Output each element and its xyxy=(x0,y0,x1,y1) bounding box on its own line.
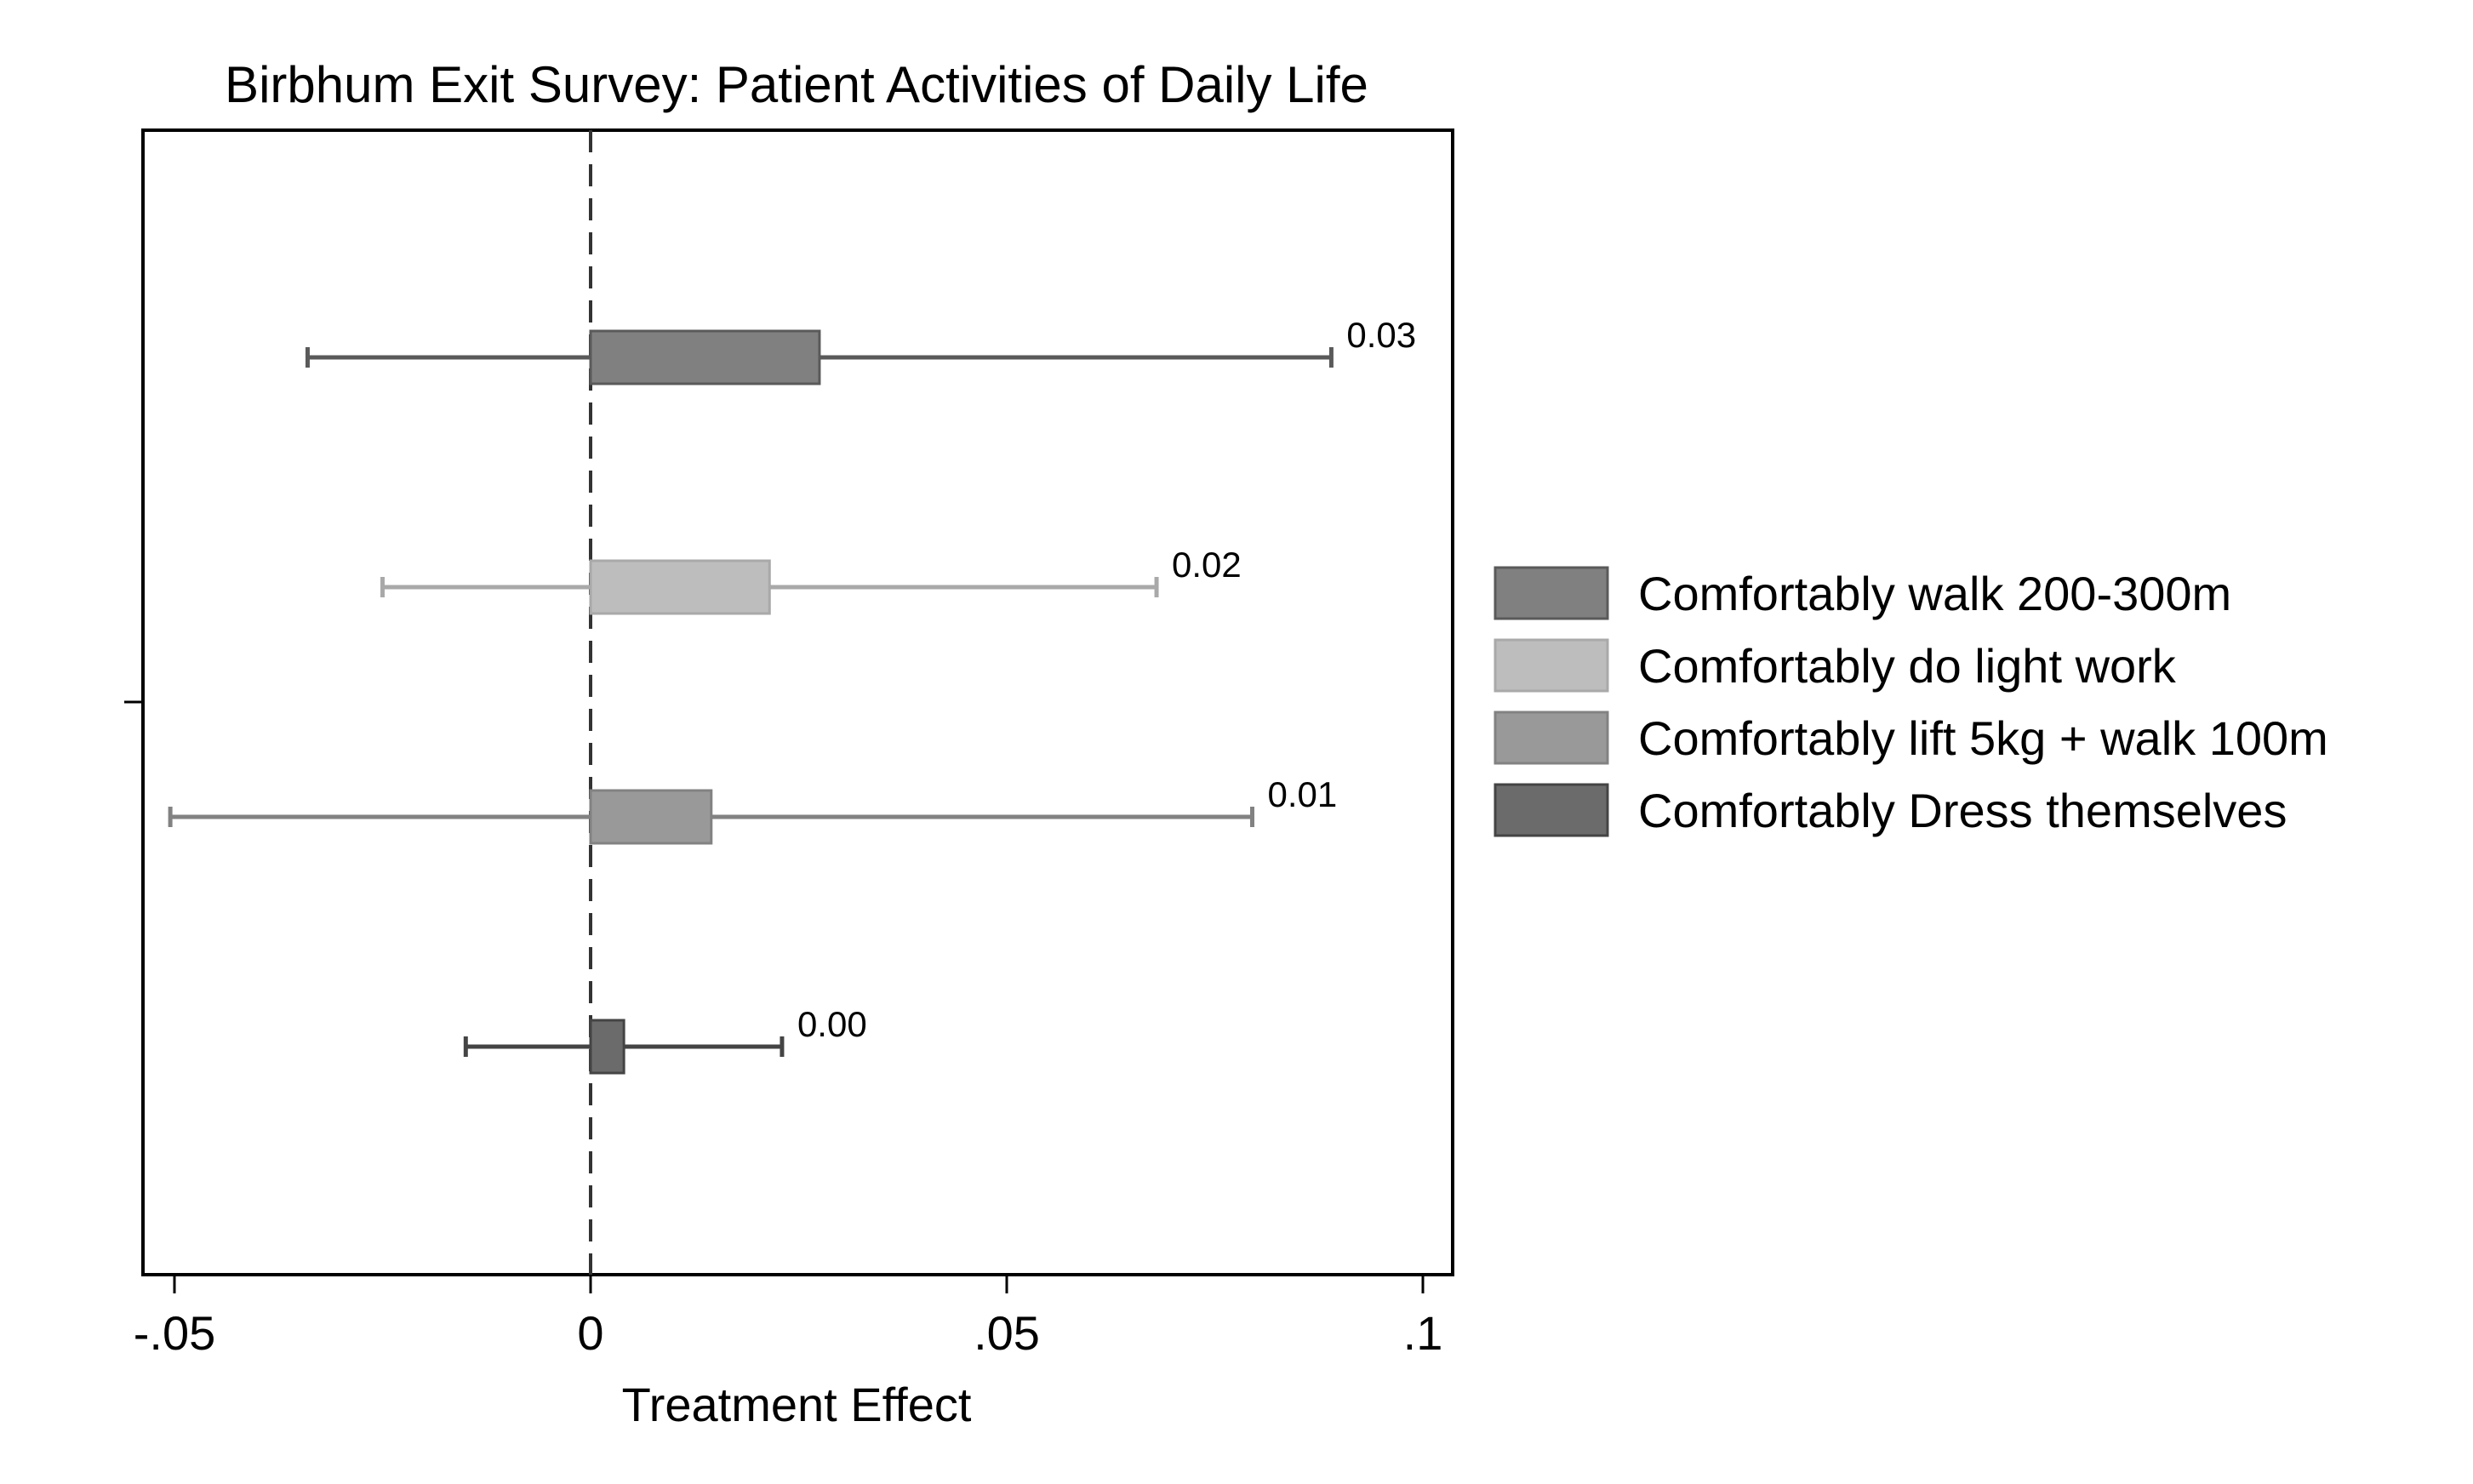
legend-label: Comfortably Dress themselves xyxy=(1638,784,2287,837)
bar xyxy=(589,329,821,385)
data-label: 0.03 xyxy=(1346,315,1416,355)
plot-frame xyxy=(141,128,1454,1276)
legend-label: Comfortably walk 200-300m xyxy=(1638,567,2231,620)
legend-swatch xyxy=(1494,638,1609,693)
x-axis-title: Treatment Effect xyxy=(622,1378,972,1431)
legend-swatch xyxy=(1494,711,1609,765)
legend-label: Comfortably do light work xyxy=(1638,639,2177,693)
x-tick-label: -.05 xyxy=(134,1306,216,1360)
chart-title: Birbhum Exit Survey: Patient Activities … xyxy=(225,56,1368,113)
bar xyxy=(589,1019,625,1075)
legend-label: Comfortably lift 5kg + walk 100m xyxy=(1638,711,2328,765)
data-label: 0.01 xyxy=(1268,774,1338,814)
legend-swatch xyxy=(1494,566,1609,620)
legend-swatch xyxy=(1494,783,1609,837)
legend: Comfortably walk 200-300m Comfortably do … xyxy=(1494,566,2328,837)
x-tick-label: 0 xyxy=(577,1306,603,1360)
bar xyxy=(589,789,713,845)
data-label: 0.02 xyxy=(1172,545,1242,585)
bar xyxy=(589,559,771,615)
x-tick-label: .1 xyxy=(1403,1306,1443,1360)
x-tick-label: .05 xyxy=(974,1306,1040,1360)
data-label: 0.00 xyxy=(797,1004,867,1044)
plot-area: -.05 0 .05 .1 0.03 0.02 0.01 0.00 xyxy=(124,128,1454,1360)
